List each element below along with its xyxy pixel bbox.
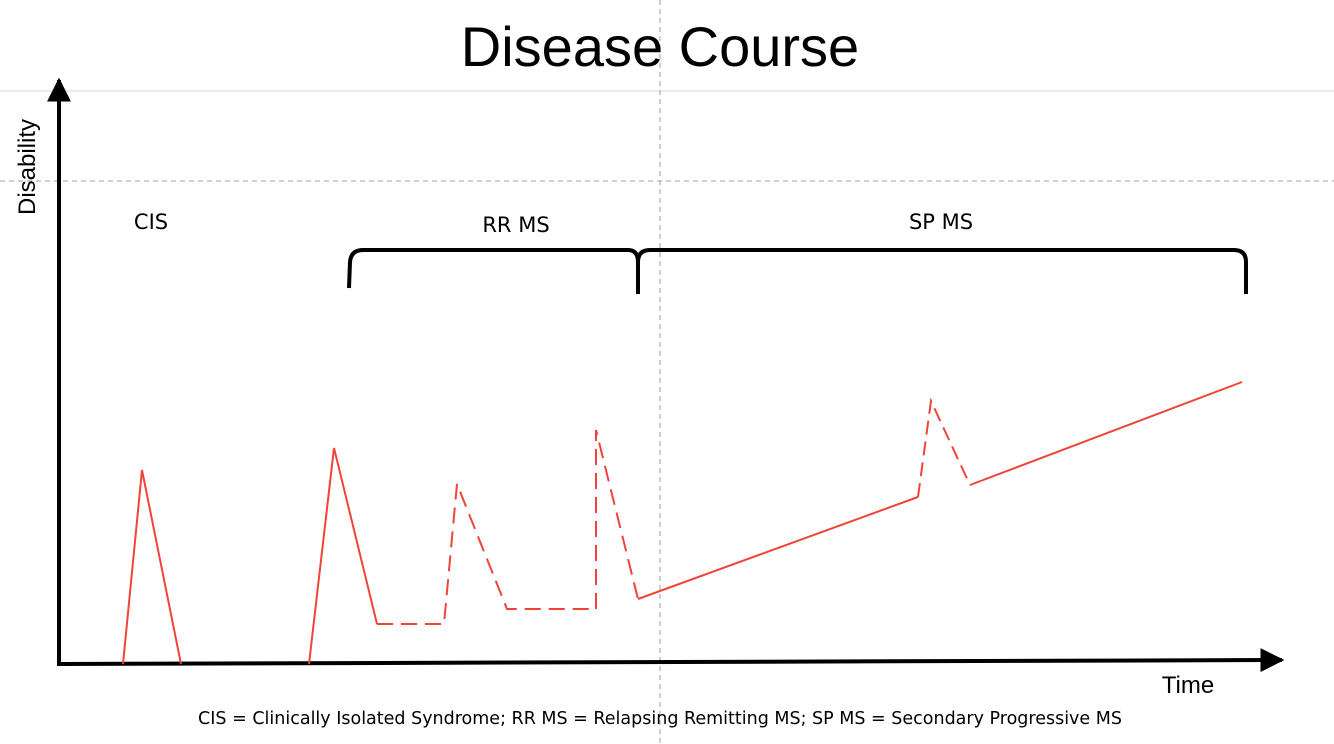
remission-dashed-curve-1 (377, 483, 596, 625)
progression-line-1 (637, 496, 919, 600)
x-axis-label: Time (1162, 672, 1214, 699)
rrms-bracket (347, 248, 640, 294)
first-relapse-curve (308, 447, 378, 665)
cis-attack-curve (122, 469, 182, 665)
phase-label-rrms: RR MS (482, 213, 549, 237)
x-axis (56, 648, 1285, 673)
superimposed-relapse-dashed-curve (917, 397, 971, 498)
progression-line-2 (969, 381, 1243, 486)
footnote-legend: CIS = Clinically Isolated Syndrome; RR M… (198, 709, 1122, 729)
spms-bracket (636, 248, 1248, 294)
relapse-dashed-curve-2 (595, 429, 639, 609)
phase-label-spms: SP MS (909, 210, 973, 234)
phase-label-cis: CIS (134, 210, 168, 234)
page-title: Disease Course (461, 15, 859, 78)
y-axis-label: Disability (14, 119, 41, 215)
